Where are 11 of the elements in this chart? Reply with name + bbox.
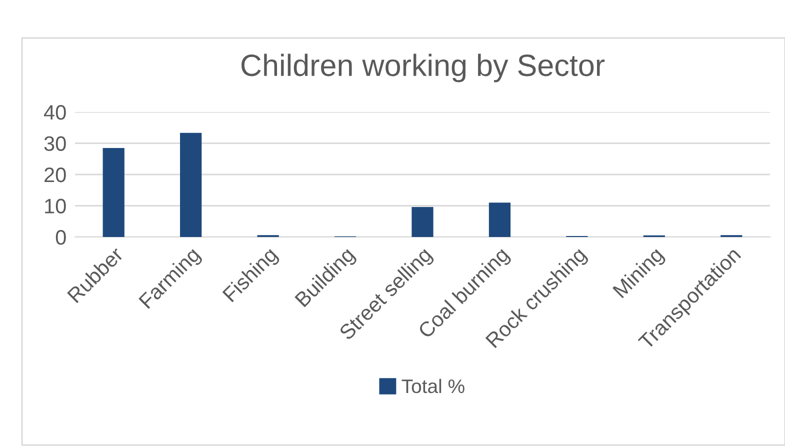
chart-title: Children working by Sector [241, 54, 605, 82]
bar [102, 148, 124, 237]
bar [180, 132, 202, 237]
bar [488, 202, 511, 237]
y-tick-label: 20 [44, 168, 66, 182]
bar [412, 207, 434, 237]
legend-label: Total % [402, 378, 464, 394]
y-tick-label: 40 [44, 105, 66, 120]
y-tick-label: 10 [45, 198, 66, 214]
y-tick-label: 0 [56, 230, 66, 245]
y-tick-label: 30 [44, 136, 66, 152]
